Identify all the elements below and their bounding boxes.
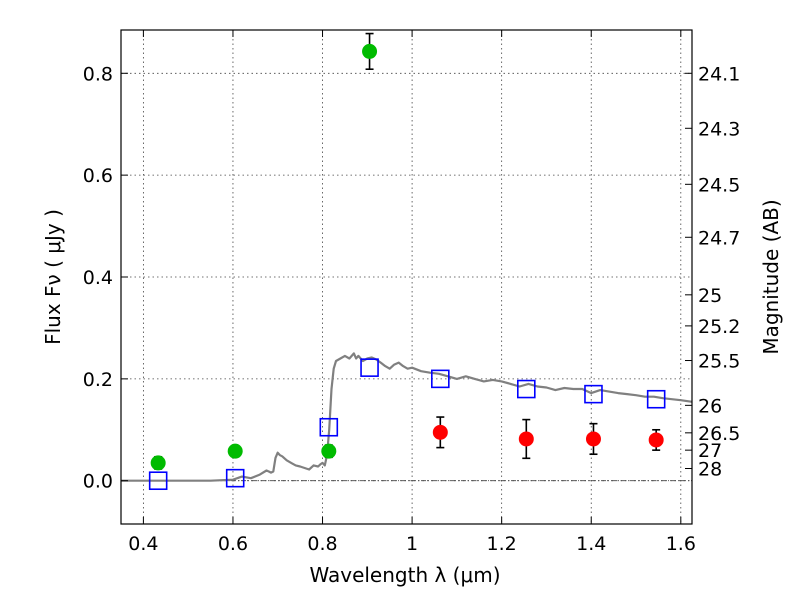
observed-flux-point	[518, 431, 534, 447]
observed-flux-point	[321, 443, 337, 459]
model-photometry-square	[646, 389, 666, 409]
right-tick-label: 27	[698, 440, 722, 462]
y-tick-label: 0.0	[83, 471, 113, 493]
y-tick-label: 0.6	[83, 165, 113, 187]
model-spectrum	[121, 352, 693, 482]
y-tick-label: 0.4	[83, 267, 113, 289]
right-tick-label: 26	[698, 395, 722, 417]
right-tick-label: 25.2	[698, 316, 740, 338]
observed-flux-point	[585, 431, 601, 447]
x-tick-label: 0.6	[218, 533, 248, 555]
right-axis-label: Magnitude (AB)	[759, 199, 783, 354]
right-tick-label: 25.5	[698, 351, 740, 373]
model-photometry-square	[360, 358, 379, 377]
x-tick-label: 1.4	[576, 533, 606, 555]
x-axis-label: Wavelength λ (μm)	[309, 563, 500, 587]
observed-flux-point	[432, 424, 448, 440]
x-tick-label: 1	[406, 533, 418, 555]
model-photometry-square	[516, 379, 536, 399]
model-photometry-square	[584, 384, 603, 404]
x-tick-label: 1.6	[666, 533, 696, 555]
x-tick-label: 0.4	[128, 533, 158, 555]
y-tick-label: 0.2	[83, 369, 113, 391]
observed-flux-point	[648, 432, 664, 448]
y-axis-ticks: 0.0 0.2 0.4 0.6 0.8	[83, 63, 128, 493]
observed-flux-point	[150, 455, 166, 471]
right-tick-label: 28	[698, 458, 722, 480]
model-spectrum-line	[121, 352, 693, 482]
x-tick-label: 0.8	[307, 533, 337, 555]
model-photometry-square	[225, 468, 245, 488]
model-photometry-square	[319, 417, 339, 437]
x-tick-label: 1.2	[487, 533, 517, 555]
right-tick-label: 24.5	[698, 174, 740, 196]
right-tick-label: 26.5	[698, 423, 740, 445]
observed-flux-point	[362, 43, 378, 59]
right-tick-label: 25	[698, 285, 722, 307]
right-tick-label: 24.3	[698, 118, 740, 140]
y-tick-label: 0.8	[83, 63, 113, 85]
data-points	[148, 32, 666, 491]
model-photometry-square	[148, 471, 168, 491]
right-tick-label: 24.1	[698, 63, 740, 85]
y-axis-label: Flux Fν ( μJy )	[41, 209, 65, 345]
grid	[121, 30, 692, 524]
x-axis-ticks: 0.4 0.6 0.8 1 1.2 1.4 1.6	[128, 30, 696, 555]
model-photometry-square	[431, 369, 450, 389]
right-tick-label: 24.7	[698, 227, 740, 249]
observed-flux-point	[227, 443, 243, 459]
